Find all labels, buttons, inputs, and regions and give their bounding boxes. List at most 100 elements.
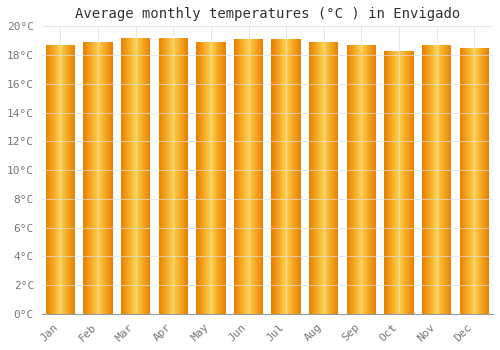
Bar (396, 51, 397, 314)
Bar (321, 42, 322, 314)
Bar (474, 48, 475, 314)
Bar (260, 39, 261, 314)
Bar (84, 42, 85, 314)
Bar (67, 45, 68, 314)
Bar (234, 39, 236, 314)
Bar (245, 39, 246, 314)
Bar (108, 42, 109, 314)
Bar (355, 45, 356, 314)
Bar (356, 45, 357, 314)
Bar (410, 51, 412, 314)
Bar (357, 45, 358, 314)
Bar (127, 38, 128, 314)
Bar (162, 38, 163, 314)
Bar (171, 38, 172, 314)
Bar (362, 45, 363, 314)
Bar (210, 42, 211, 314)
Bar (219, 42, 220, 314)
Bar (349, 45, 350, 314)
Bar (444, 45, 446, 314)
Bar (438, 45, 439, 314)
Bar (56, 45, 58, 314)
Bar (310, 42, 312, 314)
Bar (484, 48, 485, 314)
Bar (320, 42, 321, 314)
Bar (128, 38, 129, 314)
Bar (46, 45, 47, 314)
Bar (211, 42, 212, 314)
Bar (110, 42, 111, 314)
Bar (290, 39, 292, 314)
Bar (384, 51, 385, 314)
Bar (199, 42, 200, 314)
Bar (164, 38, 165, 314)
Bar (318, 42, 320, 314)
Bar (393, 51, 394, 314)
Bar (131, 38, 132, 314)
Bar (276, 39, 278, 314)
Bar (480, 48, 481, 314)
Bar (66, 45, 67, 314)
Bar (169, 38, 170, 314)
Bar (315, 42, 316, 314)
Bar (222, 42, 224, 314)
Bar (186, 38, 187, 314)
Bar (187, 38, 188, 314)
Bar (326, 42, 328, 314)
Bar (434, 45, 435, 314)
Bar (258, 39, 259, 314)
Bar (424, 45, 425, 314)
Bar (428, 45, 430, 314)
Bar (122, 38, 123, 314)
Bar (374, 45, 376, 314)
Bar (431, 45, 432, 314)
Bar (406, 51, 407, 314)
Bar (87, 42, 88, 314)
Bar (427, 45, 428, 314)
Bar (176, 38, 177, 314)
Bar (158, 38, 160, 314)
Bar (367, 45, 368, 314)
Bar (461, 48, 462, 314)
Bar (179, 38, 180, 314)
Bar (316, 42, 317, 314)
Bar (200, 42, 202, 314)
Bar (240, 39, 241, 314)
Bar (300, 39, 301, 314)
Bar (412, 51, 413, 314)
Bar (370, 45, 371, 314)
Bar (435, 45, 436, 314)
Bar (239, 39, 240, 314)
Bar (244, 39, 245, 314)
Bar (402, 51, 404, 314)
Bar (182, 38, 183, 314)
Bar (365, 45, 366, 314)
Bar (254, 39, 255, 314)
Bar (483, 48, 484, 314)
Bar (88, 42, 89, 314)
Bar (100, 42, 101, 314)
Bar (136, 38, 137, 314)
Bar (373, 45, 374, 314)
Bar (74, 45, 75, 314)
Bar (312, 42, 314, 314)
Bar (278, 39, 279, 314)
Bar (469, 48, 470, 314)
Bar (107, 42, 108, 314)
Bar (50, 45, 51, 314)
Bar (73, 45, 74, 314)
Bar (298, 39, 300, 314)
Bar (283, 39, 284, 314)
Bar (346, 45, 348, 314)
Bar (463, 48, 464, 314)
Title: Average monthly temperatures (°C ) in Envigado: Average monthly temperatures (°C ) in En… (74, 7, 460, 21)
Bar (280, 39, 281, 314)
Bar (325, 42, 326, 314)
Bar (123, 38, 124, 314)
Bar (247, 39, 248, 314)
Bar (130, 38, 131, 314)
Bar (477, 48, 478, 314)
Bar (197, 42, 198, 314)
Bar (140, 38, 141, 314)
Bar (220, 42, 221, 314)
